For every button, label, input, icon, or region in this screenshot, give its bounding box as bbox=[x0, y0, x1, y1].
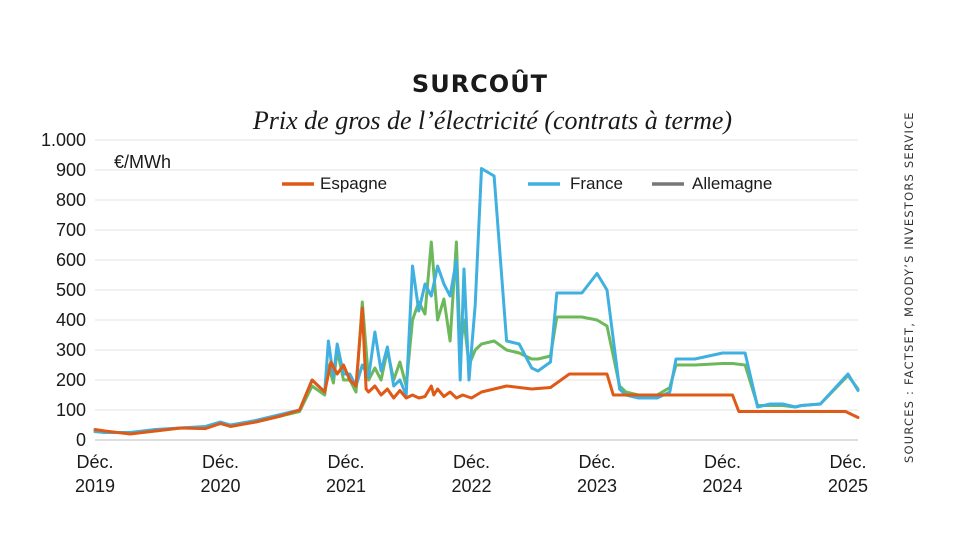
y-tick-label: 700 bbox=[56, 220, 86, 240]
unit-label: €/MWh bbox=[114, 152, 171, 172]
x-tick-label: Déc. bbox=[453, 452, 490, 472]
series-line-espagne bbox=[93, 306, 860, 436]
y-tick-label: 200 bbox=[56, 370, 86, 390]
y-tick-label: 1.000 bbox=[41, 130, 86, 150]
legend-label-france: France bbox=[570, 174, 623, 193]
x-tick-year: 2020 bbox=[200, 476, 240, 496]
y-tick-label: 600 bbox=[56, 250, 86, 270]
y-tick-label: 900 bbox=[56, 160, 86, 180]
x-tick-year: 2023 bbox=[577, 476, 617, 496]
x-tick-year: 2024 bbox=[702, 476, 742, 496]
x-tick-label: Déc. bbox=[578, 452, 615, 472]
y-tick-label: 100 bbox=[56, 400, 86, 420]
chart-title: SURCOÛT bbox=[411, 70, 549, 98]
x-tick-label: Déc. bbox=[327, 452, 364, 472]
x-tick-year: 2025 bbox=[828, 476, 868, 496]
x-tick-year: 2019 bbox=[75, 476, 115, 496]
legend-label-espagne: Espagne bbox=[320, 174, 387, 193]
legend: Espagne France Allemagne bbox=[282, 174, 772, 193]
x-tick-year: 2021 bbox=[326, 476, 366, 496]
x-tick-label: Déc. bbox=[202, 452, 239, 472]
chart-subtitle: Prix de gros de l’électricité (contrats … bbox=[252, 106, 733, 135]
y-tick-label: 500 bbox=[56, 280, 86, 300]
y-axis: 0 100 200 300 400 500 600 700 800 900 1.000 bbox=[41, 130, 86, 450]
x-tick-year: 2022 bbox=[451, 476, 491, 496]
series-line-allemagne bbox=[93, 240, 860, 434]
x-axis: Déc. 2019 Déc. 2020 Déc. 2021 Déc. 2022 Déc. 2023… bbox=[75, 452, 868, 496]
y-tick-label: 400 bbox=[56, 310, 86, 330]
x-tick-label: Déc. bbox=[704, 452, 741, 472]
series-lines bbox=[93, 167, 860, 436]
x-tick-label: Déc. bbox=[829, 452, 866, 472]
series-line-france bbox=[93, 167, 860, 434]
legend-label-allemagne: Allemagne bbox=[692, 174, 772, 193]
y-tick-label: 800 bbox=[56, 190, 86, 210]
y-tick-label: 0 bbox=[76, 430, 86, 450]
x-tick-label: Déc. bbox=[76, 452, 113, 472]
y-tick-label: 300 bbox=[56, 340, 86, 360]
